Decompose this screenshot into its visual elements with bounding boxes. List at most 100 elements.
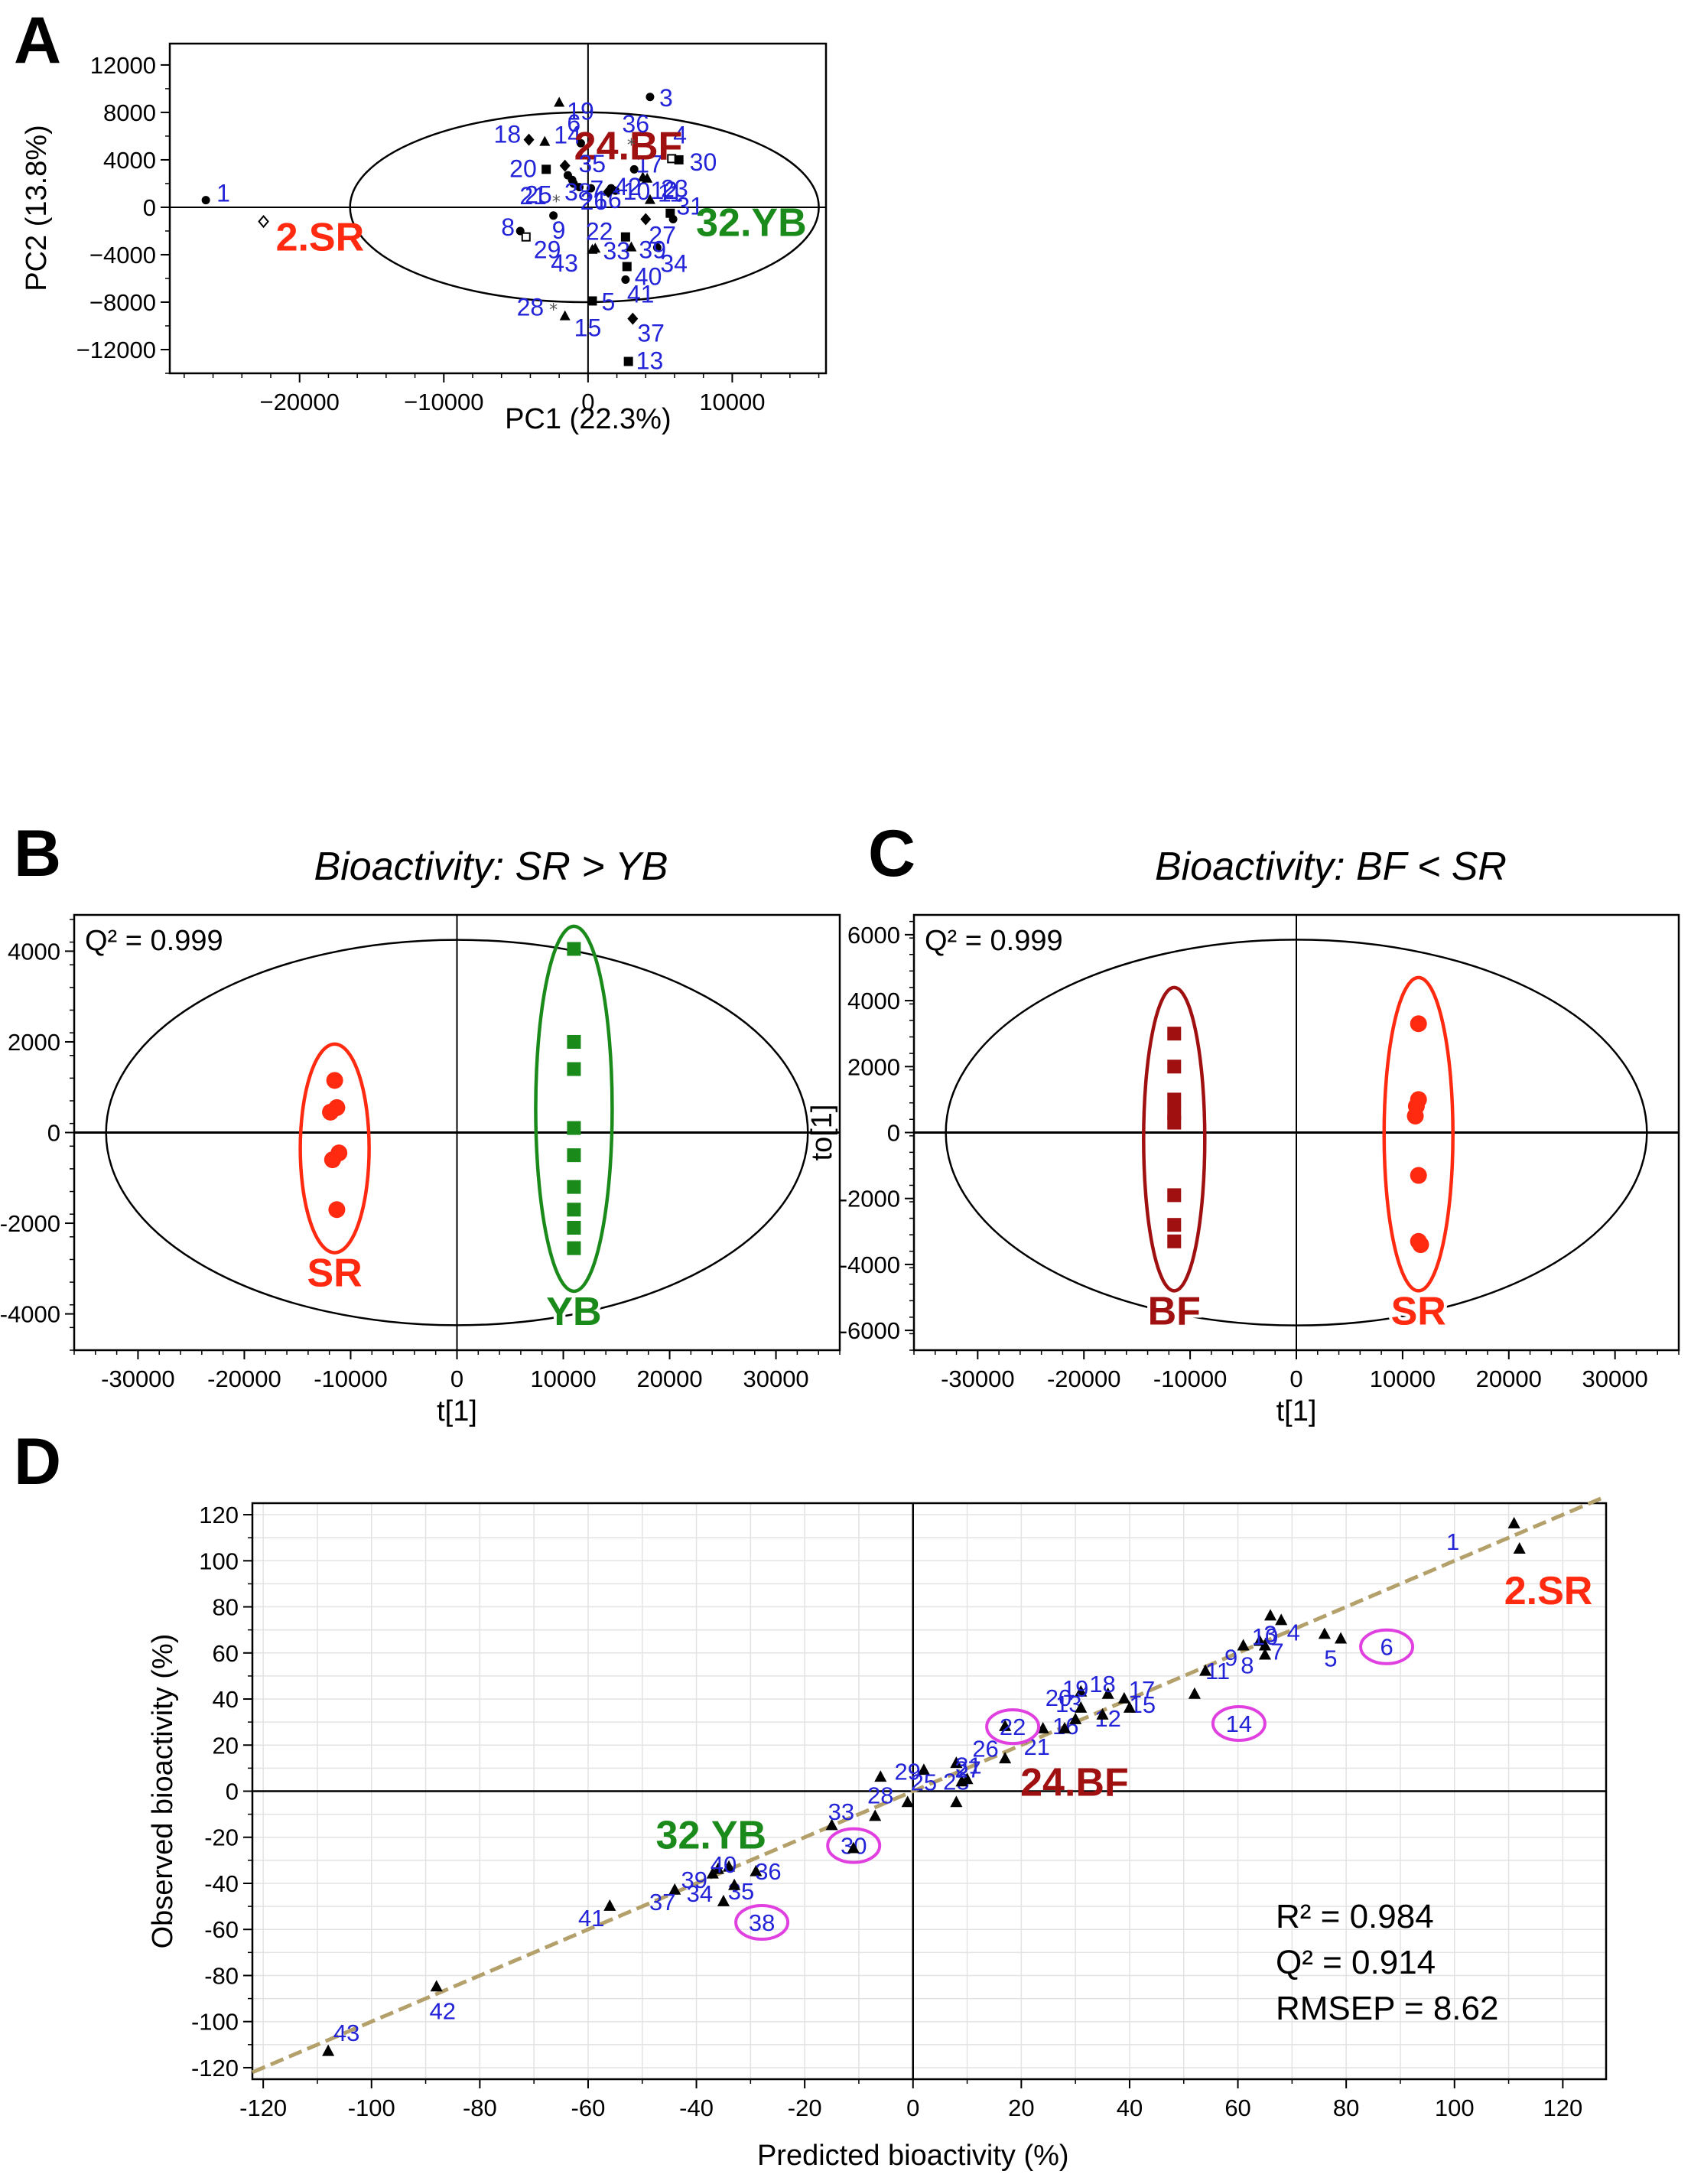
d-point-label: 34 bbox=[687, 1880, 713, 1907]
d-y-tick-label: -80 bbox=[204, 1962, 239, 1989]
b-y-tick-label: 4000 bbox=[8, 938, 60, 965]
a-point-label: 37 bbox=[637, 320, 665, 347]
d-group-label-sr: 2.SR bbox=[1504, 1569, 1593, 1613]
a-point-marker bbox=[674, 155, 684, 164]
panel-letter-a: A bbox=[14, 4, 61, 77]
d-point-marker bbox=[1075, 1701, 1088, 1713]
d-point-marker bbox=[847, 1841, 860, 1854]
a-point-label: 29 bbox=[534, 236, 561, 264]
a-hotelling-ellipse bbox=[349, 111, 820, 304]
a-point-marker bbox=[549, 211, 558, 220]
a-y-tick-label: −4000 bbox=[89, 242, 156, 269]
c-x-tick-label: 30000 bbox=[1582, 1365, 1648, 1392]
d-point-label: 35 bbox=[728, 1878, 754, 1905]
d-point-label: 20 bbox=[1045, 1684, 1072, 1711]
a-group-label-bf: 24.BF bbox=[574, 125, 683, 169]
d-point-marker bbox=[1069, 1712, 1082, 1724]
a-point-label: 26 bbox=[580, 187, 608, 215]
c-hotelling-ellipse bbox=[945, 939, 1648, 1326]
d-y-tick-label: 100 bbox=[199, 1548, 239, 1574]
c-y-axis-label: to[1] bbox=[806, 1105, 838, 1161]
d-point-label: 31 bbox=[955, 1753, 981, 1779]
d-point-label: 25 bbox=[911, 1769, 937, 1795]
c-sr-point bbox=[1410, 1015, 1427, 1033]
d-x-tick-label: 80 bbox=[1333, 2094, 1359, 2121]
d-point-marker bbox=[1263, 1609, 1277, 1621]
d-y-tick-label: 80 bbox=[213, 1594, 239, 1621]
c-y-tick-label: 0 bbox=[887, 1120, 900, 1147]
a-point-label: 4 bbox=[673, 121, 687, 148]
d-point-label: 5 bbox=[1324, 1645, 1337, 1672]
a-point-marker bbox=[201, 196, 210, 205]
a-x-tick-label: 0 bbox=[581, 389, 594, 415]
c-bf-point bbox=[1167, 1115, 1182, 1130]
c-x-tick-label: 0 bbox=[1289, 1365, 1302, 1392]
a-point-label: 25 bbox=[525, 181, 552, 208]
d-point-label: 29 bbox=[894, 1759, 920, 1785]
b-q2-label: Q² = 0.999 bbox=[85, 925, 223, 957]
d-point-label: 19 bbox=[1062, 1675, 1088, 1702]
d-point-marker bbox=[999, 1719, 1012, 1731]
d-point-marker bbox=[728, 1878, 741, 1890]
d-x-tick-label: 120 bbox=[1543, 2094, 1582, 2121]
d-x-axis-label: Predicted bioactivity (%) bbox=[757, 2140, 1069, 2172]
a-point-marker: * bbox=[627, 136, 636, 155]
a-point-label: 19 bbox=[567, 98, 594, 125]
d-highlight-circle bbox=[826, 1827, 882, 1864]
a-point-marker bbox=[554, 96, 565, 107]
d-x-tick-label: 20 bbox=[1008, 2094, 1034, 2121]
a-point-label: 43 bbox=[551, 249, 578, 277]
c-y-tick-label: 4000 bbox=[847, 988, 900, 1014]
c-y-tick-label: -6000 bbox=[840, 1317, 900, 1344]
b-hotelling-ellipse bbox=[105, 939, 809, 1326]
b-x-tick-label: 10000 bbox=[530, 1365, 596, 1392]
a-point-label: 33 bbox=[603, 237, 631, 265]
b-x-tick-label: 0 bbox=[450, 1365, 463, 1392]
a-point-label: 1 bbox=[216, 180, 230, 207]
d-point-label: 17 bbox=[1129, 1676, 1155, 1703]
panel-letter-b: B bbox=[14, 817, 61, 890]
a-point-label: 30 bbox=[690, 148, 717, 176]
d-point-marker bbox=[1318, 1627, 1331, 1639]
d-point-label: 26 bbox=[972, 1735, 998, 1762]
a-point-label: 7 bbox=[590, 176, 604, 203]
a-point-marker bbox=[652, 243, 662, 252]
b-yb-point bbox=[567, 1180, 581, 1194]
d-point-label: 3 bbox=[1263, 1621, 1276, 1648]
d-point-label: 38 bbox=[749, 1909, 775, 1936]
d-x-tick-label: -40 bbox=[679, 2094, 714, 2121]
a-point-label: 28 bbox=[517, 293, 545, 321]
a-point-label: 8 bbox=[501, 213, 515, 241]
a-point-label: 27 bbox=[649, 221, 676, 249]
d-point-label: 36 bbox=[755, 1858, 781, 1885]
a-plot-frame bbox=[168, 42, 828, 375]
c-bf-point bbox=[1167, 1092, 1182, 1107]
panel-c-title: Bioactivity: BF < SR bbox=[1155, 845, 1507, 889]
d-x-tick-label: -20 bbox=[788, 2094, 822, 2121]
b-yb-point bbox=[567, 1241, 581, 1255]
c-bf-point bbox=[1167, 1234, 1182, 1248]
panel-b-opls-plot: -30000 -20000 -10000 0 10000 20000 30000400020… bbox=[0, 913, 841, 1427]
d-point-marker bbox=[668, 1883, 681, 1895]
panel-b-title: Bioactivity: SR > YB bbox=[314, 845, 668, 889]
b-group-label-sr: SR bbox=[307, 1251, 362, 1296]
c-group-ellipse-sr bbox=[1382, 975, 1455, 1293]
a-point-marker bbox=[563, 171, 572, 180]
a-x-tick-label: −10000 bbox=[404, 389, 483, 415]
a-point-marker bbox=[539, 135, 551, 146]
a-y-tick-label: −8000 bbox=[89, 289, 156, 316]
d-point-marker bbox=[1253, 1634, 1266, 1646]
panel-d-regression-plot: -120 -100 -80 -60 -40 -20 0 20 40 60 80 100 12012010… bbox=[147, 1494, 1608, 2172]
a-point-marker bbox=[587, 296, 597, 306]
a-x-tick-label: 10000 bbox=[699, 389, 765, 415]
a-point-marker bbox=[626, 241, 637, 252]
a-point-marker bbox=[603, 185, 614, 198]
a-point-marker: * bbox=[549, 301, 558, 320]
d-point-marker bbox=[1117, 1691, 1130, 1704]
d-x-tick-label: 0 bbox=[906, 2094, 919, 2121]
c-x-axis-label: t[1] bbox=[1276, 1395, 1317, 1427]
d-highlight-circle bbox=[1211, 1704, 1267, 1742]
a-point-label: 31 bbox=[676, 193, 704, 220]
d-point-marker bbox=[722, 1860, 736, 1872]
b-x-tick-label: -10000 bbox=[314, 1365, 388, 1392]
